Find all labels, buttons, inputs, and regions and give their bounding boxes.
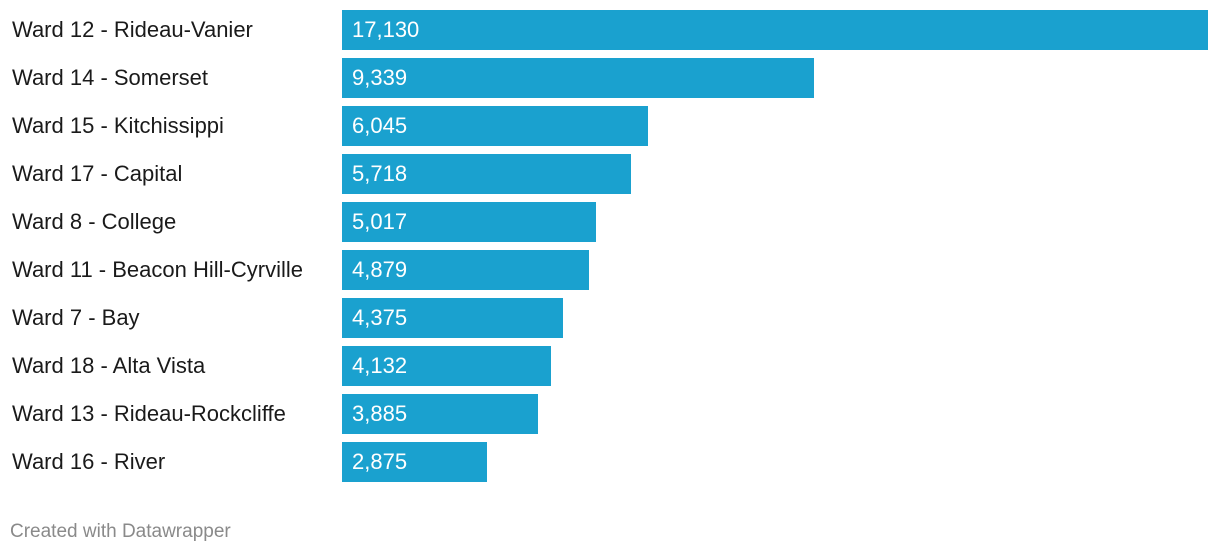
bar-value-label: 5,017 bbox=[352, 209, 408, 234]
bar-value-label: 4,375 bbox=[352, 305, 408, 330]
bar: 17,130 bbox=[342, 10, 1208, 50]
category-label: Ward 13 - Rideau-Rockcliffe bbox=[12, 401, 286, 426]
category-label: Ward 12 - Rideau-Vanier bbox=[12, 17, 253, 42]
bar: 2,875 bbox=[342, 442, 487, 482]
category-label: Ward 7 - Bay bbox=[12, 305, 140, 330]
bar-value-label: 5,718 bbox=[352, 161, 408, 186]
bar: 4,375 bbox=[342, 298, 563, 338]
category-label: Ward 18 - Alta Vista bbox=[12, 353, 206, 378]
bar: 9,339 bbox=[342, 58, 814, 98]
bar: 3,885 bbox=[342, 394, 538, 434]
bar-value-label: 3,885 bbox=[352, 401, 408, 426]
category-label: Ward 11 - Beacon Hill-Cyrville bbox=[12, 257, 303, 282]
bar-value-label: 2,875 bbox=[352, 449, 408, 474]
bar: 4,132 bbox=[342, 346, 551, 386]
category-label: Ward 14 - Somerset bbox=[12, 65, 209, 90]
bar: 5,718 bbox=[342, 154, 631, 194]
bar: 5,017 bbox=[342, 202, 596, 242]
category-label: Ward 8 - College bbox=[12, 209, 177, 234]
bar-value-label: 17,130 bbox=[352, 17, 420, 42]
datawrapper-credit: Created with Datawrapper bbox=[10, 521, 231, 542]
bar-value-label: 4,879 bbox=[352, 257, 408, 282]
bar-value-label: 4,132 bbox=[352, 353, 408, 378]
category-label: Ward 16 - River bbox=[12, 449, 166, 474]
bar-chart: Ward 12 - Rideau-Vanier 17,130 Ward 14 - S… bbox=[12, 10, 1208, 482]
category-label: Ward 15 - Kitchissippi bbox=[12, 113, 224, 138]
bar-value-label: 6,045 bbox=[352, 113, 408, 138]
category-label: Ward 17 - Capital bbox=[12, 161, 183, 186]
bar-value-label: 9,339 bbox=[352, 65, 408, 90]
bar: 4,879 bbox=[342, 250, 589, 290]
bar: 6,045 bbox=[342, 106, 648, 146]
